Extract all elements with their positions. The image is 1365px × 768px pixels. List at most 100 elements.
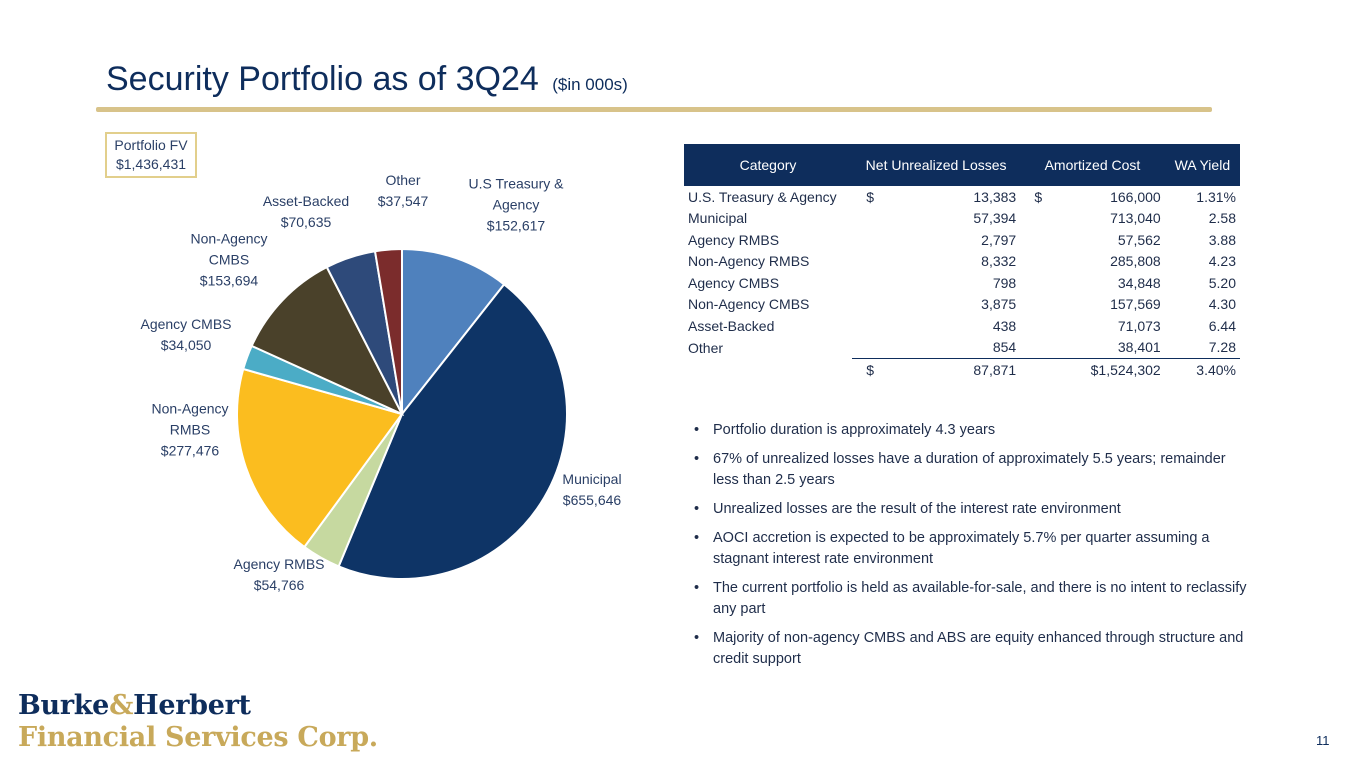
table-row: U.S. Treasury & Agency $13,383 $166,000 1.3… [684, 186, 1240, 208]
row-nul-currency [852, 208, 878, 230]
header-category: Category [684, 144, 852, 186]
row-nul-currency [852, 229, 878, 251]
pie-label-value: $70,635 [280, 214, 332, 230]
pie-label-name: Agency RMBS [233, 556, 325, 572]
total-cost-spacer [1020, 358, 1047, 381]
row-category: Non-Agency RMBS [688, 253, 810, 270]
row-category: Municipal [688, 210, 748, 227]
row-nul-currency [852, 251, 878, 273]
portfolio-fv-box: Portfolio FV $1,436,431 [105, 132, 197, 178]
pie-label-value: $54,766 [253, 577, 305, 593]
portfolio-fv-value: $1,436,431 [115, 156, 187, 172]
row-amortized-cost: 285,808 [1110, 253, 1161, 270]
pie-label-value: $277,476 [160, 442, 220, 459]
row-cost-currency [1020, 294, 1046, 316]
row-net-unrealized-losses: 438 [992, 317, 1017, 334]
row-cost-currency [1020, 208, 1046, 230]
table-row: Agency RMBS 2,797 57,562 3.88 [684, 229, 1240, 251]
row-cost-currency [1020, 315, 1046, 337]
row-nul-currency [852, 294, 878, 316]
pie-slice-label: U.S Treasury & Agency $152,617 [469, 174, 564, 237]
row-wa-yield: 6.44 [1208, 317, 1236, 334]
row-net-unrealized-losses: 3,875 [981, 296, 1017, 313]
total-wa-yield: 3.40% [1164, 358, 1240, 381]
pie-label-name: RMBS [169, 421, 211, 438]
row-amortized-cost: 166,000 [1110, 188, 1161, 205]
row-amortized-cost: 157,569 [1110, 296, 1161, 313]
pie-label-name: Municipal [562, 471, 622, 487]
title-underline [96, 107, 1212, 112]
table-row: Municipal 57,394 713,040 2.58 [684, 208, 1240, 230]
row-category: Agency CMBS [688, 274, 780, 291]
pie-label-name: Asset-Backed [262, 193, 350, 209]
title-main: Security Portfolio as of 3Q24 [106, 60, 539, 98]
row-net-unrealized-losses: 8,332 [981, 253, 1017, 270]
pie-slice [401, 247, 506, 417]
bullet-item: Unrealized losses are the result of the … [692, 499, 1252, 520]
row-wa-yield: 3.88 [1208, 231, 1236, 248]
row-net-unrealized-losses: 854 [992, 339, 1017, 356]
pie-slice-label: Agency RMBS $54,766 [233, 554, 324, 596]
pie-slice [373, 247, 403, 415]
row-cost-currency [1020, 272, 1046, 294]
row-category: Other [688, 339, 724, 356]
pie-label-name: Agency CMBS [140, 316, 232, 332]
bullet-item: Majority of non-agency CMBS and ABS are … [692, 628, 1252, 670]
pie-label-value: $153,694 [199, 272, 259, 289]
portfolio-table: Category Net Unrealized Losses Amortized… [684, 144, 1240, 381]
bullet-item: The current portfolio is held as availab… [692, 578, 1252, 620]
pie-slice-label: Agency CMBS $34,050 [140, 314, 231, 356]
row-category: Agency RMBS [688, 231, 780, 248]
table-row: Non-Agency CMBS 3,875 157,569 4.30 [684, 294, 1240, 316]
row-cost-currency [1020, 229, 1046, 251]
logo-line-2: Financial Services Corp. [18, 722, 378, 753]
pie-label-name: Non-Agency [151, 400, 229, 417]
row-wa-yield: 7.28 [1208, 339, 1236, 356]
row-nul-currency [852, 337, 878, 359]
pie-label-value: $34,050 [160, 337, 212, 353]
pie-slice [236, 367, 404, 549]
pie-slice-label: Non-Agency CMBS $153,694 [190, 229, 267, 292]
header-net-unrealized-losses: Net Unrealized Losses [852, 144, 1021, 186]
key-points-list: Portfolio duration is approximately 4.3 … [692, 420, 1252, 678]
table-row: Agency CMBS 798 34,848 5.20 [684, 272, 1240, 294]
total-nul-currency: $ [852, 358, 878, 381]
row-nul-currency [852, 272, 878, 294]
row-wa-yield: 4.30 [1208, 296, 1236, 313]
table-row: Non-Agency RMBS 8,332 285,808 4.23 [684, 251, 1240, 273]
row-amortized-cost: 34,848 [1117, 274, 1161, 291]
table-row: Asset-Backed 438 71,073 6.44 [684, 315, 1240, 337]
row-category: U.S. Treasury & Agency [688, 188, 837, 205]
pie-label-name: Other [385, 172, 421, 188]
row-net-unrealized-losses: 2,797 [981, 231, 1017, 248]
pie-label-name: CMBS [208, 251, 250, 268]
pie-label-name: U.S Treasury & [468, 175, 564, 192]
row-amortized-cost: 713,040 [1110, 210, 1161, 227]
total-net-unrealized-losses: 87,871 [878, 358, 1021, 381]
row-amortized-cost: 57,562 [1117, 231, 1161, 248]
bullet-item: AOCI accretion is expected to be approxi… [692, 528, 1252, 570]
row-cost-currency [1020, 337, 1046, 359]
row-net-unrealized-losses: 57,394 [973, 210, 1017, 227]
row-amortized-cost: 38,401 [1117, 339, 1161, 356]
row-category: Asset-Backed [688, 317, 775, 334]
total-amortized-cost: $1,524,302 [1046, 358, 1165, 381]
row-amortized-cost: 71,073 [1117, 317, 1161, 334]
header-wa-yield: WA Yield [1164, 144, 1240, 186]
pie-slice [250, 265, 405, 417]
pie-label-value: $152,617 [486, 217, 546, 234]
pie-slice-label: Municipal $655,646 [562, 469, 621, 511]
title-units: ($in 000s) [552, 75, 628, 94]
header-amortized-cost: Amortized Cost [1020, 144, 1165, 186]
row-wa-yield: 2.58 [1208, 210, 1236, 227]
row-category: Non-Agency CMBS [688, 296, 810, 313]
pie-slice [337, 283, 568, 580]
pie-slice-label: Non-Agency RMBS $277,476 [151, 399, 228, 462]
row-wa-yield: 1.31% [1196, 188, 1236, 205]
logo-line-1: Burke&Herbert [18, 690, 251, 721]
row-wa-yield: 5.20 [1208, 274, 1236, 291]
bullet-item: 67% of unrealized losses have a duration… [692, 449, 1252, 491]
pie-label-name: Agency [492, 196, 540, 213]
page-number: 11 [1316, 733, 1330, 748]
table-body: U.S. Treasury & Agency $13,383 $166,000 1.3… [684, 186, 1240, 381]
